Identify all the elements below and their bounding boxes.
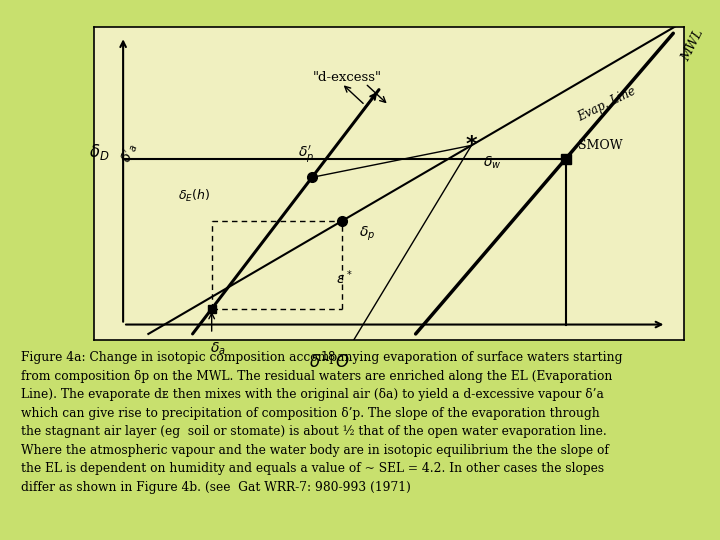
Text: SMOW: SMOW xyxy=(577,139,622,152)
Text: *: * xyxy=(466,136,477,156)
Text: Evap. Line: Evap. Line xyxy=(576,85,639,124)
Text: "d-excess": "d-excess" xyxy=(313,71,382,84)
Text: $\delta^{18}O$: $\delta^{18}O$ xyxy=(309,352,351,372)
Text: Figure 4a: Change in isotopic composition accompanying evaporation of surface wa: Figure 4a: Change in isotopic compositio… xyxy=(22,352,623,494)
Text: $\delta_p'$: $\delta_p'$ xyxy=(298,144,314,165)
Text: $\epsilon^*$: $\epsilon^*$ xyxy=(336,269,352,287)
Text: $\delta'_a$: $\delta'_a$ xyxy=(117,140,140,165)
Text: $\delta_E(h)$: $\delta_E(h)$ xyxy=(178,188,210,204)
Text: $\delta_p$: $\delta_p$ xyxy=(359,224,376,242)
Text: $\delta_D$: $\delta_D$ xyxy=(89,142,109,163)
Text: $\delta_w$: $\delta_w$ xyxy=(483,155,502,171)
Text: $\delta_a$: $\delta_a$ xyxy=(210,340,225,356)
Text: MWL: MWL xyxy=(679,28,706,64)
